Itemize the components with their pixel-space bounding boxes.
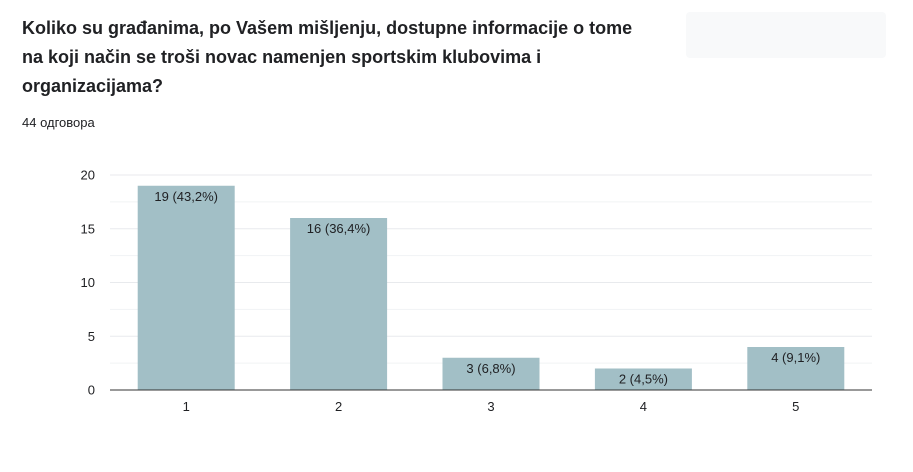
- bar-data-label: 16 (36,4%): [307, 221, 371, 236]
- bar-data-label: 2 (4,5%): [619, 372, 668, 387]
- x-tick-label: 5: [792, 399, 799, 414]
- y-tick-label: 15: [81, 221, 95, 236]
- x-tick-label: 4: [640, 399, 647, 414]
- x-tick-label: 1: [183, 399, 190, 414]
- bar-data-label: 4 (9,1%): [771, 350, 820, 365]
- bar-data-label: 3 (6,8%): [466, 361, 515, 376]
- bar: [594, 368, 692, 390]
- x-tick-label: 2: [335, 399, 342, 414]
- y-tick-label: 0: [88, 383, 95, 398]
- copy-chart-button[interactable]: [686, 12, 886, 58]
- x-axis-ticks: 1 2 3 4 5: [183, 399, 800, 414]
- bar: [747, 347, 845, 390]
- bar-data-label: 19 (43,2%): [154, 189, 218, 204]
- y-axis-ticks: 0 5 10 15 20: [81, 168, 95, 398]
- bars: 19 (43,2%) 16 (36,4%) 3 (6,8%) 2 (4,5%) 4 (9…: [137, 185, 845, 390]
- y-tick-label: 5: [88, 329, 95, 344]
- y-tick-label: 10: [81, 275, 95, 290]
- response-count: 44 одговора: [22, 115, 95, 130]
- bar: [442, 357, 540, 390]
- question-title: Koliko su građanima, po Vašem mišljenju,…: [22, 18, 633, 96]
- bar: [137, 185, 235, 390]
- bar: [290, 218, 388, 390]
- x-tick-label: 3: [487, 399, 494, 414]
- y-tick-label: 20: [81, 168, 95, 183]
